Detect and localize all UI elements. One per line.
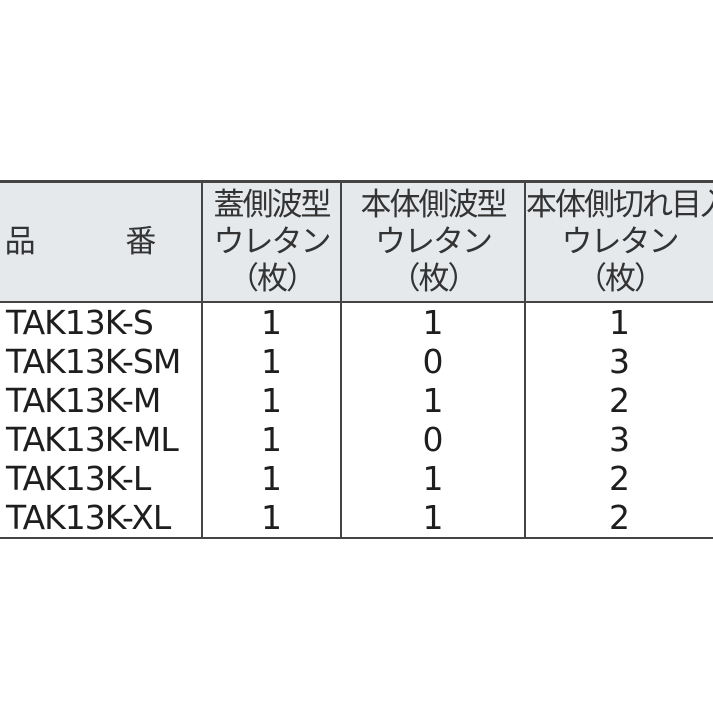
header-line: ウレタン <box>213 223 332 260</box>
count-cell: 2 <box>524 381 713 420</box>
count-cell: 1 <box>524 302 713 342</box>
header-line: 本体側波型 <box>360 186 508 223</box>
urethane-count-table: 品 番 蓋側波型 ウレタン （枚） 本体側波型 ウレタン （枚） 本体側切れ目入… <box>0 180 713 539</box>
count-cell: 1 <box>201 459 341 498</box>
part-number-cell: TAK13K-SM <box>6 342 181 381</box>
header-part-number: 品 番 <box>0 182 202 303</box>
count-cell: 3 <box>524 342 713 381</box>
table-row: TAK13K-S 1 1 1 <box>0 302 713 342</box>
part-number-cell: TAK13K-L <box>6 459 151 498</box>
count-cell: 2 <box>524 498 713 538</box>
count-cell: 1 <box>340 302 525 342</box>
table-row: TAK13K-M 1 1 2 <box>0 381 713 420</box>
count-cell: 1 <box>340 459 525 498</box>
table-row: TAK13K-L 1 1 2 <box>0 459 713 498</box>
header-body-slit-urethane: 本体側切れ目入 ウレタン （枚） <box>524 181 713 302</box>
header-line: 本体側切れ目入 <box>526 186 713 223</box>
count-cell: 1 <box>340 381 525 420</box>
header-line: （枚） <box>389 260 479 297</box>
header-body-wave-urethane: 本体側波型 ウレタン （枚） <box>340 181 525 302</box>
count-cell: 1 <box>201 420 341 459</box>
header-row: 品 番 蓋側波型 ウレタン （枚） 本体側波型 ウレタン （枚） 本体側切れ目入… <box>0 181 713 303</box>
part-number-cell: TAK13K-ML <box>6 420 179 459</box>
header-line: ウレタン <box>561 223 680 260</box>
header-lid-wave-urethane: 蓋側波型 ウレタン （枚） <box>201 181 341 302</box>
count-cell: 1 <box>201 302 341 342</box>
header-line: （枚） <box>576 260 665 297</box>
count-cell: 2 <box>524 459 713 498</box>
header-line: 品 番 <box>4 223 197 260</box>
count-cell: 1 <box>201 342 341 381</box>
count-cell: 1 <box>201 381 341 420</box>
table-row: TAK13K-SM 1 0 3 <box>0 342 713 381</box>
count-cell: 3 <box>524 420 713 459</box>
count-cell: 0 <box>340 420 525 459</box>
header-line: ウレタン <box>375 223 493 260</box>
count-cell: 1 <box>340 498 525 538</box>
part-number-cell: TAK13K-S <box>6 303 154 342</box>
header-line: 蓋側波型 <box>213 186 332 223</box>
part-number-cell: TAK13K-XL <box>6 498 171 537</box>
header-line: （枚） <box>228 260 317 297</box>
table-row: TAK13K-ML 1 0 3 <box>0 420 713 459</box>
table-row: TAK13K-XL 1 1 2 <box>0 498 713 538</box>
count-cell: 1 <box>201 498 341 538</box>
part-number-cell: TAK13K-M <box>6 381 161 420</box>
count-cell: 0 <box>340 342 525 381</box>
